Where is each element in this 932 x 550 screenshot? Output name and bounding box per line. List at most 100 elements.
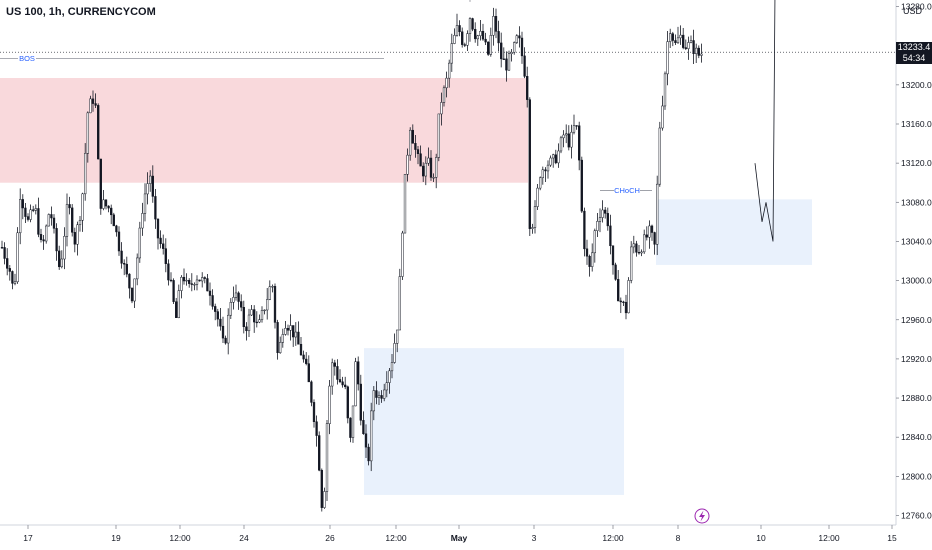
candle[interactable] (604, 206, 607, 219)
candle[interactable] (99, 158, 102, 215)
candle[interactable] (71, 204, 74, 237)
candle[interactable] (648, 220, 651, 249)
candle[interactable] (312, 399, 316, 428)
candle[interactable] (502, 47, 505, 60)
candle[interactable] (458, 20, 461, 37)
candle[interactable] (466, 30, 469, 52)
candle[interactable] (544, 167, 547, 183)
candle[interactable] (52, 214, 56, 234)
candle[interactable] (180, 275, 183, 299)
candle[interactable] (143, 183, 147, 222)
candle[interactable] (198, 279, 201, 282)
candle[interactable] (263, 309, 266, 315)
candle[interactable] (461, 27, 464, 48)
candle[interactable] (541, 166, 544, 185)
candle[interactable] (700, 43, 703, 63)
lightning-icon[interactable] (694, 508, 710, 524)
candle[interactable] (333, 359, 336, 376)
candle[interactable] (422, 162, 425, 182)
annotation-choch[interactable]: CHoCH (600, 186, 652, 195)
candle[interactable] (388, 368, 391, 394)
candle[interactable] (359, 374, 362, 426)
candle[interactable] (489, 27, 492, 57)
candle[interactable] (289, 314, 292, 341)
candle[interactable] (305, 352, 308, 366)
candle[interactable] (500, 32, 503, 68)
candle[interactable] (227, 308, 230, 355)
annotation-bos[interactable]: BOS (0, 54, 384, 63)
candle[interactable] (565, 124, 568, 144)
candle[interactable] (89, 95, 92, 114)
candle[interactable] (635, 240, 638, 257)
candle[interactable] (409, 127, 412, 161)
candle[interactable] (536, 183, 539, 211)
candle[interactable] (406, 148, 409, 182)
candle[interactable] (424, 156, 427, 186)
candle[interactable] (29, 204, 32, 223)
candle[interactable] (302, 350, 305, 363)
candle[interactable] (112, 212, 115, 227)
candle[interactable] (471, 17, 474, 32)
candle[interactable] (315, 415, 318, 447)
candle[interactable] (219, 307, 222, 331)
candle[interactable] (658, 121, 661, 187)
candle[interactable] (549, 155, 552, 167)
candle[interactable] (224, 335, 227, 345)
candle[interactable] (450, 33, 453, 72)
candle[interactable] (622, 300, 625, 306)
candle[interactable] (364, 424, 368, 459)
candle[interactable] (614, 262, 617, 281)
candle[interactable] (323, 487, 326, 509)
candle[interactable] (572, 114, 576, 135)
candle[interactable] (341, 376, 344, 388)
candle[interactable] (515, 34, 518, 44)
candle[interactable] (26, 213, 30, 222)
candle[interactable] (445, 71, 448, 98)
candle[interactable] (375, 381, 378, 405)
candle[interactable] (440, 92, 443, 126)
candle[interactable] (520, 31, 524, 64)
candle[interactable] (596, 213, 599, 238)
candle[interactable] (650, 224, 654, 241)
candle[interactable] (37, 197, 40, 238)
candle[interactable] (123, 259, 126, 276)
candle[interactable] (11, 270, 14, 290)
candle[interactable] (76, 221, 79, 256)
candle[interactable] (689, 35, 693, 44)
projection-path[interactable] (754, 0, 776, 242)
candle[interactable] (286, 324, 290, 336)
candle[interactable] (557, 143, 560, 168)
candle[interactable] (357, 356, 360, 391)
candle[interactable] (575, 125, 578, 130)
candle[interactable] (206, 273, 209, 292)
candle[interactable] (429, 150, 433, 181)
candle[interactable] (318, 431, 321, 472)
candle[interactable] (523, 47, 526, 79)
candle[interactable] (336, 359, 339, 385)
candle[interactable] (588, 254, 591, 277)
candle[interactable] (676, 26, 680, 44)
candle[interactable] (344, 376, 347, 390)
candle[interactable] (331, 358, 334, 395)
candle[interactable] (177, 284, 180, 319)
candle[interactable] (107, 205, 110, 213)
candle[interactable] (21, 194, 24, 220)
candle[interactable] (271, 284, 274, 293)
candle[interactable] (481, 23, 485, 41)
candle[interactable] (346, 385, 349, 424)
candle[interactable] (487, 41, 490, 56)
candle[interactable] (591, 243, 594, 272)
candle[interactable] (526, 66, 529, 108)
candle[interactable] (136, 253, 139, 286)
candle[interactable] (284, 320, 287, 336)
candle[interactable] (580, 156, 583, 213)
candle[interactable] (247, 308, 251, 337)
candle[interactable] (32, 205, 35, 213)
candle[interactable] (115, 224, 118, 237)
candle[interactable] (154, 188, 157, 229)
candle[interactable] (492, 7, 495, 46)
candle[interactable] (268, 280, 271, 301)
candle[interactable] (479, 20, 482, 41)
candle[interactable] (539, 176, 542, 191)
candle[interactable] (362, 411, 365, 435)
